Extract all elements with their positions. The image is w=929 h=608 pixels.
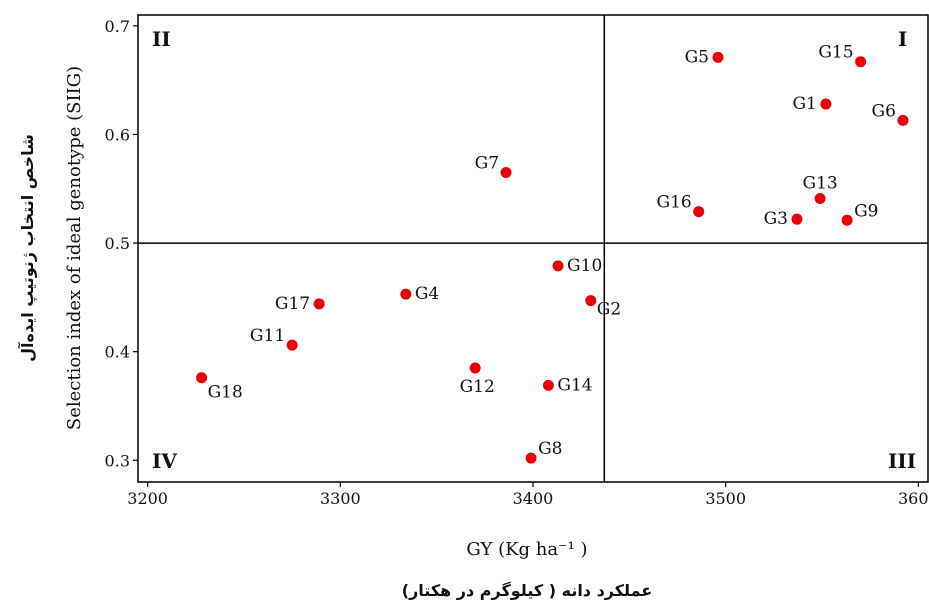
data-point-g16 <box>693 206 705 218</box>
data-label-g12: G12 <box>460 377 495 397</box>
data-point-g3 <box>791 213 803 225</box>
data-point-g11 <box>286 339 298 351</box>
data-point-g7 <box>500 166 512 178</box>
x-axis-label: GY (Kg ha⁻¹ ) <box>466 539 587 560</box>
data-point-g4 <box>400 288 412 300</box>
y-tick-label: 0.3 <box>105 451 130 470</box>
data-label-g7: G7 <box>475 153 499 173</box>
data-point-g6 <box>897 114 909 126</box>
data-label-g18: G18 <box>208 383 243 403</box>
data-label-g13: G13 <box>802 174 837 194</box>
quadrant-label-II: II <box>152 27 171 51</box>
y-axis-label-translation: شاخص انتخاب ژنوتیپ ایده‌آل <box>17 134 38 362</box>
x-tick-label: 3500 <box>705 489 746 508</box>
y-axis-label: Selection index of ideal genotype (SIIG) <box>64 66 85 430</box>
y-tick-label: 0.6 <box>105 125 130 144</box>
data-label-g17: G17 <box>275 294 310 314</box>
y-tick-label: 0.5 <box>105 234 130 253</box>
data-point-g10 <box>552 260 564 272</box>
plot-frame <box>137 14 929 483</box>
quadrant-label-III: III <box>888 449 916 473</box>
x-axis-label-translation: عملکرد دانه ( کیلوگرم در هکتار) <box>402 581 653 600</box>
data-point-g9 <box>841 214 853 226</box>
data-label-g1: G1 <box>792 94 816 114</box>
data-point-g13 <box>814 193 826 205</box>
data-point-g1 <box>820 98 832 110</box>
data-points: G1 G2 G3 G4 G5 G6 G7 G8 G9 G10 G11 G12 G13 G14 G15 G16 G… <box>196 43 909 464</box>
y-tick-label: 0.7 <box>105 17 130 36</box>
y-tick-label: 0.4 <box>105 343 130 362</box>
data-point-g18 <box>196 372 208 384</box>
data-label-g16: G16 <box>656 193 691 213</box>
data-label-g10: G10 <box>567 256 602 276</box>
data-label-g2: G2 <box>597 300 621 320</box>
data-label-g3: G3 <box>764 209 788 229</box>
data-label-g8: G8 <box>538 439 562 459</box>
data-point-g12 <box>469 362 481 374</box>
data-point-g8 <box>525 452 537 464</box>
x-tick-label: 3400 <box>513 489 554 508</box>
x-tick-label: 3200 <box>127 489 168 508</box>
data-label-g9: G9 <box>854 201 878 221</box>
data-point-g17 <box>313 298 325 310</box>
data-label-g4: G4 <box>415 284 439 304</box>
data-point-g15 <box>855 56 867 68</box>
data-point-g5 <box>712 51 724 63</box>
data-label-g15: G15 <box>818 43 853 63</box>
x-tick-label: 3300 <box>320 489 361 508</box>
data-point-g14 <box>542 379 554 391</box>
quadrant-label-I: I <box>898 27 907 51</box>
quadrant-label-IV: IV <box>152 449 177 473</box>
data-label-g11: G11 <box>250 326 285 346</box>
data-label-g5: G5 <box>685 47 709 67</box>
data-label-g14: G14 <box>557 375 592 395</box>
data-label-g6: G6 <box>872 101 896 121</box>
data-point-g2 <box>585 295 597 307</box>
